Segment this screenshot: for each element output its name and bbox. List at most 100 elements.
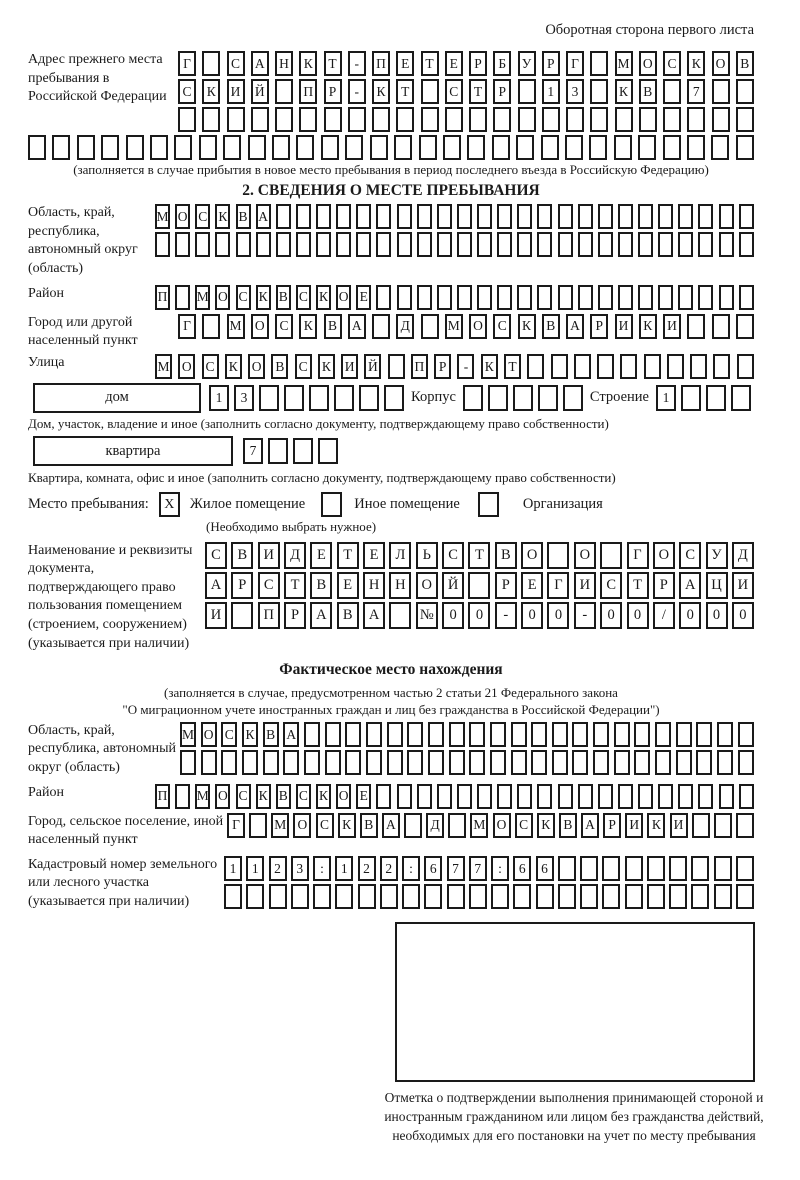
char-cell[interactable] <box>28 135 46 160</box>
char-cell[interactable] <box>735 313 754 339</box>
char-cell[interactable] <box>557 783 573 809</box>
char-cell[interactable]: А <box>679 571 702 599</box>
char-cell[interactable]: С <box>315 812 334 838</box>
char-cell[interactable] <box>174 135 193 160</box>
char-cell[interactable] <box>275 232 291 258</box>
char-cell[interactable]: Т <box>503 353 521 379</box>
char-cell[interactable]: С <box>442 541 465 569</box>
char-cell[interactable] <box>735 107 754 132</box>
char-cell[interactable] <box>469 721 486 747</box>
char-cell[interactable]: 0 <box>679 601 702 629</box>
char-cell[interactable]: : <box>491 855 509 881</box>
char-cell[interactable] <box>268 883 287 909</box>
char-cell[interactable] <box>376 232 392 258</box>
kvartira-type-box[interactable]: квартира <box>33 436 233 467</box>
char-cell[interactable] <box>638 107 657 132</box>
char-cell[interactable] <box>101 135 120 160</box>
char-cell[interactable] <box>537 204 553 230</box>
char-cell[interactable] <box>705 384 726 411</box>
char-cell[interactable]: С <box>295 284 311 310</box>
char-cell[interactable]: Н <box>363 571 386 599</box>
char-cell[interactable]: И <box>625 812 644 838</box>
char-cell[interactable]: А <box>581 812 599 838</box>
char-cell[interactable] <box>662 135 681 160</box>
char-cell[interactable] <box>250 107 269 132</box>
char-cell[interactable] <box>356 204 372 230</box>
char-cell[interactable] <box>550 353 568 379</box>
char-cell[interactable]: Т <box>336 541 359 569</box>
char-cell[interactable]: : <box>313 855 331 881</box>
char-cell[interactable]: 3 <box>566 79 584 104</box>
char-cell[interactable] <box>669 855 687 881</box>
char-cell[interactable] <box>336 232 352 258</box>
char-cell[interactable] <box>356 232 372 258</box>
char-cell[interactable]: А <box>566 313 584 339</box>
char-cell[interactable]: П <box>372 51 390 76</box>
char-cell[interactable]: В <box>235 204 251 230</box>
char-cell[interactable]: Ц <box>705 571 728 599</box>
char-cell[interactable] <box>416 232 432 258</box>
char-cell[interactable] <box>198 135 217 160</box>
char-cell[interactable]: О <box>293 812 312 838</box>
char-cell[interactable] <box>696 749 713 775</box>
char-cell[interactable]: М <box>195 783 211 809</box>
char-cell[interactable] <box>537 232 553 258</box>
char-cell[interactable] <box>613 749 630 775</box>
char-cell[interactable] <box>462 384 483 411</box>
char-cell[interactable]: А <box>310 601 333 629</box>
char-cell[interactable] <box>175 284 191 310</box>
char-cell[interactable] <box>711 313 730 339</box>
char-cell[interactable] <box>448 812 467 838</box>
char-cell[interactable] <box>396 783 412 809</box>
char-cell[interactable] <box>602 883 621 909</box>
char-cell[interactable] <box>687 107 706 132</box>
char-cell[interactable]: Т <box>469 79 487 104</box>
char-cell[interactable] <box>691 812 710 838</box>
char-cell[interactable] <box>638 232 653 258</box>
char-cell[interactable] <box>738 204 754 230</box>
previous-address-row-4[interactable] <box>28 135 754 160</box>
char-cell[interactable] <box>200 749 217 775</box>
char-cell[interactable]: Е <box>356 284 372 310</box>
char-cell[interactable] <box>678 783 694 809</box>
char-cell[interactable]: С <box>195 204 211 230</box>
char-cell[interactable] <box>379 883 398 909</box>
char-cell[interactable] <box>564 135 583 160</box>
char-cell[interactable] <box>477 232 492 258</box>
char-cell[interactable]: П <box>257 601 280 629</box>
char-cell[interactable]: Т <box>626 571 649 599</box>
char-cell[interactable] <box>420 313 439 339</box>
char-cell[interactable]: 0 <box>442 601 465 629</box>
char-cell[interactable] <box>658 204 674 230</box>
char-cell[interactable] <box>675 749 692 775</box>
char-cell[interactable] <box>394 135 413 160</box>
char-cell[interactable]: Е <box>444 51 463 76</box>
char-cell[interactable]: 3 <box>290 855 309 881</box>
char-cell[interactable]: А <box>363 601 386 629</box>
char-cell[interactable] <box>658 232 674 258</box>
char-cell[interactable]: О <box>200 721 217 747</box>
char-cell[interactable]: В <box>359 812 378 838</box>
char-cell[interactable]: Т <box>420 51 439 76</box>
char-cell[interactable] <box>696 721 713 747</box>
char-cell[interactable] <box>221 749 238 775</box>
char-cell[interactable]: Г <box>178 51 196 76</box>
char-cell[interactable] <box>316 232 331 258</box>
char-cell[interactable]: - <box>457 353 475 379</box>
char-cell[interactable] <box>510 721 527 747</box>
char-cell[interactable]: И <box>573 571 596 599</box>
char-cell[interactable]: О <box>336 783 352 809</box>
char-cell[interactable]: К <box>614 79 633 104</box>
char-cell[interactable] <box>678 204 694 230</box>
char-cell[interactable] <box>589 135 608 160</box>
char-cell[interactable]: Р <box>652 571 675 599</box>
char-cell[interactable]: И <box>669 812 688 838</box>
char-cell[interactable]: М <box>444 313 463 339</box>
char-cell[interactable] <box>655 721 672 747</box>
char-cell[interactable] <box>531 749 548 775</box>
char-cell[interactable] <box>646 883 665 909</box>
char-cell[interactable] <box>527 353 545 379</box>
char-cell[interactable] <box>493 107 512 132</box>
char-cell[interactable] <box>735 135 754 160</box>
